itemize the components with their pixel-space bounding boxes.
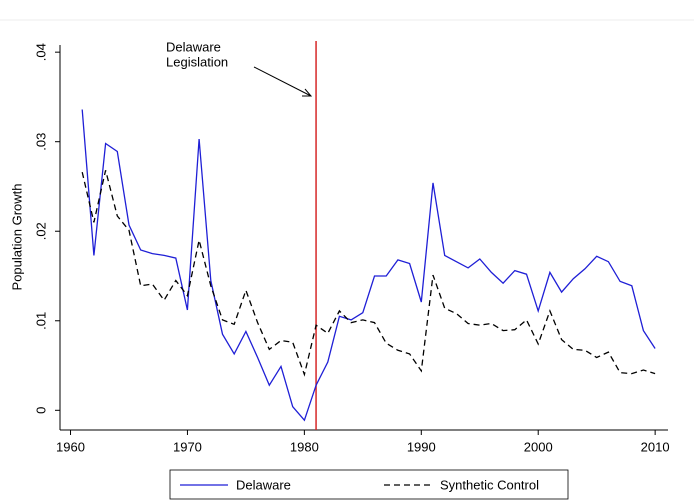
x-tick-label: 1960 xyxy=(56,439,85,454)
y-tick-label: .04 xyxy=(33,43,48,61)
annotation-arrow xyxy=(253,66,312,97)
y-tick-label: .03 xyxy=(33,133,48,151)
y-tick-label: .01 xyxy=(33,312,48,330)
annotation: Legislation xyxy=(166,54,228,69)
arrow-head xyxy=(302,88,313,97)
x-tick-label: 1970 xyxy=(173,439,202,454)
legend-label: Delaware xyxy=(236,477,291,492)
series-line xyxy=(81,109,656,422)
series-line xyxy=(81,170,656,377)
legend xyxy=(169,469,569,500)
y-tick-label: .02 xyxy=(33,222,48,240)
annotation: Delaware xyxy=(166,39,221,54)
x-tick-label: 2000 xyxy=(524,439,553,454)
y-tick-label: 0 xyxy=(33,407,48,414)
legend-label: Synthetic Control xyxy=(440,477,539,492)
x-tick-label: 2010 xyxy=(641,439,670,454)
y-axis-label: Population Growth xyxy=(9,184,24,291)
x-tick-label: 1980 xyxy=(290,439,319,454)
x-tick-label: 1990 xyxy=(407,439,436,454)
